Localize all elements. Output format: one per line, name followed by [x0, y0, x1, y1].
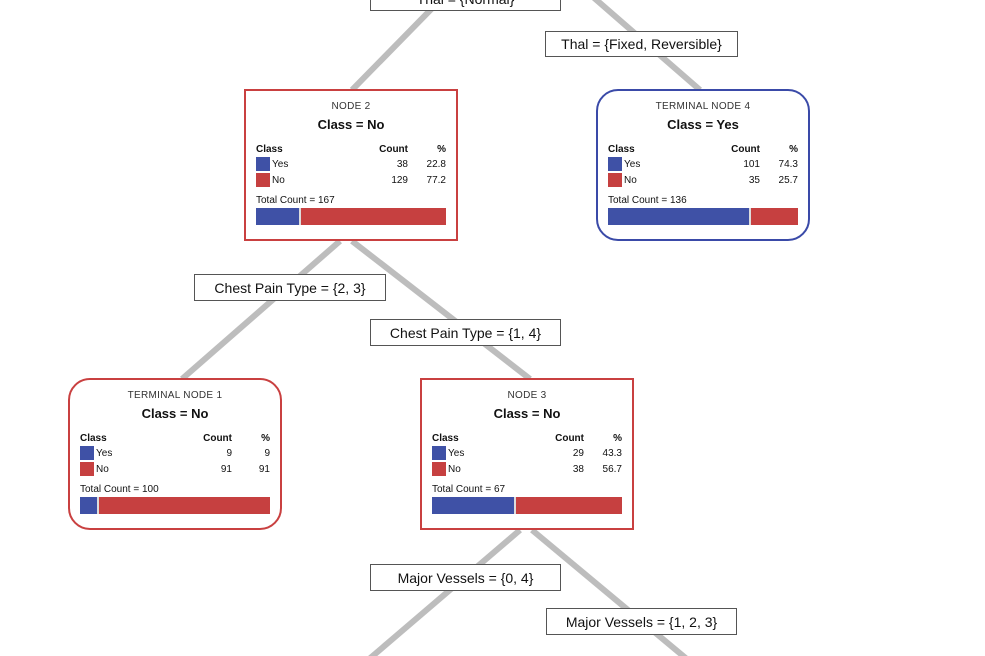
class-table: Class Count% Yes 38 22.8 No 129 77.2 [256, 142, 446, 188]
row-yes: Yes 9 9 [80, 445, 270, 461]
header-pct: % [261, 432, 270, 444]
bar-yes [256, 208, 302, 225]
yes-count: 38 [396, 158, 408, 170]
yes-count: 9 [226, 447, 232, 459]
row-yes: Yes 29 43.3 [432, 445, 622, 461]
no-label: No [624, 174, 637, 186]
no-label: No [272, 174, 285, 186]
bar-no [99, 497, 270, 514]
split-label-thal-normal: Thal = {Normal} [370, 0, 561, 11]
node-title: NODE 3 [507, 390, 547, 401]
header-count: Count [203, 432, 232, 444]
bar-yes [608, 208, 752, 225]
class-proportion-bar [432, 497, 622, 514]
no-swatch [432, 462, 446, 476]
yes-pct: 22.8 [426, 158, 446, 170]
class-proportion-bar [256, 208, 446, 225]
header-count: Count [379, 143, 408, 155]
node-class: Class = No [141, 406, 209, 421]
node-class: Class = No [317, 117, 385, 132]
edge-root-node2 [349, 0, 445, 93]
no-label: No [96, 463, 109, 475]
tree-node-node3: NODE 3 Class = No Class Count% Yes 29 43.3 … [420, 378, 634, 530]
tree-node-term4: TERMINAL NODE 4 Class = Yes Class Count% … [596, 89, 810, 241]
no-swatch [256, 173, 270, 187]
no-count: 91 [220, 463, 232, 475]
node-title: TERMINAL NODE 1 [127, 390, 223, 401]
row-no: No 38 56.7 [432, 461, 622, 477]
edge-node2-node3 [350, 238, 532, 382]
split-label-major-vessels-04: Major Vessels = {0, 4} [370, 564, 561, 591]
header-count: Count [731, 143, 760, 155]
bar-yes [432, 497, 517, 514]
yes-label: Yes [448, 447, 465, 459]
row-yes: Yes 101 74.3 [608, 156, 798, 172]
total-count: Total Count = 136 [608, 195, 687, 206]
header-pct: % [613, 432, 622, 444]
tree-node-node2: NODE 2 Class = No Class Count% Yes 38 22.8 … [244, 89, 458, 241]
edge-node2-term1 [180, 238, 342, 382]
no-label: No [448, 463, 461, 475]
class-table: Class Count% Yes 29 43.3 No 38 56.7 [432, 431, 622, 477]
row-no: No 91 91 [80, 461, 270, 477]
header-class: Class [608, 143, 635, 155]
yes-pct: 43.3 [602, 447, 622, 459]
header-class: Class [256, 143, 283, 155]
no-count: 129 [391, 174, 408, 186]
class-table: Class Count% Yes 101 74.3 No 35 25.7 [608, 142, 798, 188]
yes-swatch [432, 446, 446, 460]
total-count: Total Count = 167 [256, 195, 335, 206]
no-count: 35 [748, 174, 760, 186]
tree-node-term1: TERMINAL NODE 1 Class = No Class Count% Y… [68, 378, 282, 530]
no-pct: 91 [258, 463, 270, 475]
node-class: Class = No [493, 406, 561, 421]
no-pct: 56.7 [602, 463, 622, 475]
class-proportion-bar [80, 497, 270, 514]
split-label-chest-pain-23: Chest Pain Type = {2, 3} [194, 274, 386, 301]
yes-swatch [256, 157, 270, 171]
no-swatch [80, 462, 94, 476]
yes-count: 29 [572, 447, 584, 459]
yes-swatch [80, 446, 94, 460]
yes-pct: 9 [264, 447, 270, 459]
header-pct: % [789, 143, 798, 155]
edge-node3-right [530, 527, 688, 656]
node-class: Class = Yes [667, 117, 739, 132]
header-count: Count [555, 432, 584, 444]
bar-yes [80, 497, 100, 514]
edge-node3-left [368, 527, 522, 656]
yes-pct: 74.3 [778, 158, 798, 170]
header-class: Class [80, 432, 107, 444]
yes-label: Yes [96, 447, 113, 459]
node-title: TERMINAL NODE 4 [655, 101, 751, 112]
yes-swatch [608, 157, 622, 171]
row-no: No 35 25.7 [608, 172, 798, 188]
class-proportion-bar [608, 208, 798, 225]
no-count: 38 [572, 463, 584, 475]
total-count: Total Count = 67 [432, 484, 506, 495]
no-pct: 77.2 [426, 174, 446, 186]
header-pct: % [437, 143, 446, 155]
header-class: Class [432, 432, 459, 444]
bar-no [301, 208, 446, 225]
split-label-chest-pain-14: Chest Pain Type = {1, 4} [370, 319, 561, 346]
yes-label: Yes [272, 158, 289, 170]
yes-count: 101 [743, 158, 760, 170]
row-yes: Yes 38 22.8 [256, 156, 446, 172]
split-label-thal-fixed: Thal = {Fixed, Reversible} [545, 31, 738, 57]
class-table: Class Count% Yes 9 9 No 91 91 [80, 431, 270, 477]
yes-label: Yes [624, 158, 641, 170]
bar-no [751, 208, 798, 225]
node-title: NODE 2 [331, 101, 371, 112]
bar-no [516, 497, 622, 514]
no-pct: 25.7 [778, 174, 798, 186]
split-label-major-vessels-123: Major Vessels = {1, 2, 3} [546, 608, 737, 635]
no-swatch [608, 173, 622, 187]
total-count: Total Count = 100 [80, 484, 159, 495]
row-no: No 129 77.2 [256, 172, 446, 188]
